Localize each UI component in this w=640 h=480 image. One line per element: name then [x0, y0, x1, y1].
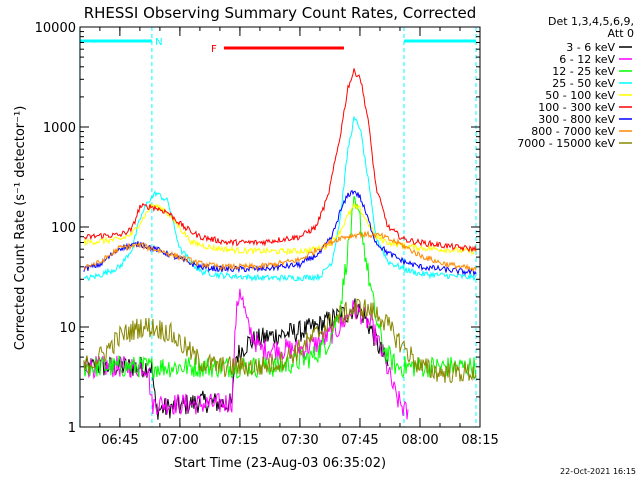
- series-line-50-100-kev: [83, 202, 477, 256]
- x-tick-label: 07:30: [281, 433, 318, 448]
- series-lines: [83, 68, 477, 420]
- x-tick-label: 08:00: [401, 433, 438, 448]
- x-tick-label: 07:45: [341, 433, 378, 448]
- chart-title: RHESSI Observing Summary Count Rates, Co…: [84, 4, 477, 22]
- series-line-6-12-kev: [83, 288, 409, 420]
- legend-entry-label: 50 - 100 keV: [545, 89, 615, 102]
- axes: 1 10 100 1000 10000 06:45 07:00 07:15 07:30 07:45…: [35, 21, 499, 448]
- series-line-7000-15000-kev: [83, 298, 477, 384]
- legend-entry-label: 7000 - 15000 keV: [517, 137, 615, 150]
- y-tick-label: 100: [51, 221, 76, 236]
- x-tick-label: 07:15: [221, 433, 258, 448]
- legend-entry-label: 12 - 25 keV: [552, 65, 615, 78]
- y-tick-label: 10000: [35, 21, 76, 36]
- series-line-25-50-kev: [83, 116, 477, 283]
- x-axis-label: Start Time (23-Aug-03 06:35:02): [174, 456, 386, 471]
- x-tick-label: 07:00: [161, 433, 198, 448]
- series-line-100-300-kev: [83, 68, 477, 253]
- y-tick-label: 1: [68, 421, 76, 436]
- generation-timestamp: 22-Oct-2021 16:15: [560, 467, 636, 476]
- x-tick-label: 08:15: [461, 433, 498, 448]
- x-tick-label: 06:45: [101, 433, 138, 448]
- legend-entry-label: 3 - 6 keV: [566, 41, 615, 54]
- legend-entry-label: 25 - 50 keV: [552, 77, 615, 90]
- legend-header-line-1: Det 1,3,4,5,6,9,: [548, 15, 634, 28]
- y-axis-label: Corrected Count Rate (s⁻¹ detector⁻¹): [13, 106, 28, 351]
- legend-entry-label: 300 - 800 keV: [538, 113, 615, 126]
- legend-entry-label: 800 - 7000 keV: [531, 125, 615, 138]
- series-line-800-7000-kev: [83, 230, 477, 272]
- legend-entry-label: 100 - 300 keV: [538, 101, 615, 114]
- legend-entry-label: 6 - 12 keV: [559, 53, 615, 66]
- y-tick-label: 10: [59, 321, 76, 336]
- flare-label: F: [211, 44, 217, 55]
- legend-header-line-2: Att 0: [608, 27, 634, 40]
- night-label: N: [155, 37, 162, 48]
- series-line-300-800-kev: [83, 189, 477, 277]
- plot-area: NF: [79, 27, 477, 427]
- y-tick-label: 1000: [43, 121, 76, 136]
